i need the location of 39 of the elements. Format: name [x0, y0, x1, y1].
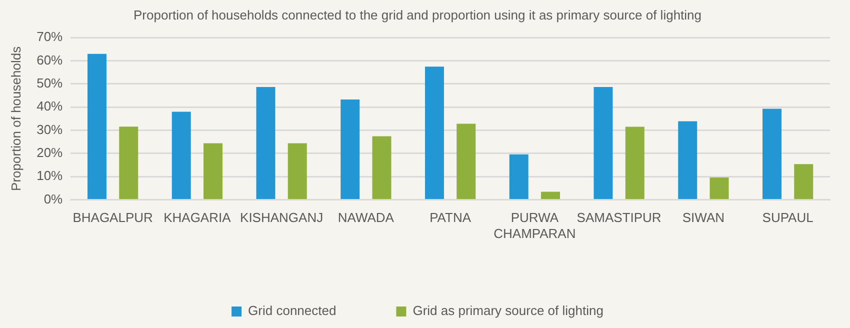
y-tick-label: 50%: [36, 76, 64, 91]
chart-title: Proportion of households connected to the grid and proportion using it as primary source of lighting: [133, 7, 702, 22]
x-tick-label: PATNA: [430, 210, 472, 226]
bar: [256, 86, 276, 200]
bar: [625, 126, 644, 200]
bar: [710, 178, 729, 200]
y-axis-title: Proportion of households: [8, 46, 24, 191]
bar: [509, 154, 528, 200]
bar: [340, 99, 360, 200]
x-tick-label: KISHANGANJ: [240, 210, 324, 226]
bar: [541, 192, 560, 200]
x-tick-label: SIWAN: [682, 210, 725, 226]
x-tick-label: KHAGARIA: [164, 210, 232, 226]
bar: [456, 124, 476, 200]
bar: [87, 54, 106, 200]
bar: [372, 136, 392, 200]
x-tick-label: SUPAUL: [762, 210, 814, 226]
x-tick-label: SAMASTIPUR: [576, 210, 662, 226]
bar: [794, 164, 814, 200]
y-tick-label: 10%: [36, 168, 64, 184]
legend-label: Grid connected: [248, 303, 336, 318]
bar: [288, 143, 307, 200]
y-tick-label: 20%: [36, 145, 64, 160]
bar: [594, 86, 613, 200]
x-tick-label: NAWADA: [338, 210, 394, 226]
bar: [204, 143, 222, 200]
x-tick-label: BHAGALPUR: [72, 210, 153, 226]
y-tick-label: 70%: [36, 29, 64, 44]
legend-label: Grid as primary source of lighting: [412, 303, 604, 318]
y-tick-label: 30%: [36, 122, 64, 137]
bar: [762, 108, 782, 200]
x-tick-label: PURWA CHAMPARAN: [494, 210, 576, 241]
y-tick-label: 40%: [36, 98, 64, 114]
bar: [119, 126, 138, 200]
y-tick-label: 0%: [44, 191, 64, 206]
bar: [424, 66, 444, 200]
y-tick-label: 60%: [36, 52, 64, 68]
bar: [172, 112, 191, 200]
bar: [678, 121, 698, 200]
